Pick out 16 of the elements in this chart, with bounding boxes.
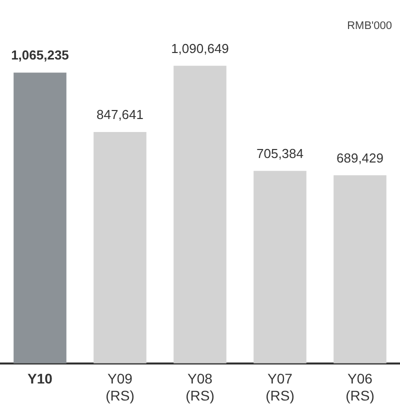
x-tick-label: Y07 (RS) [266,370,294,404]
bar [254,170,306,364]
text: RMB'000 [347,20,392,32]
data-label: 1,065,235 [11,48,69,63]
bar [14,72,66,364]
x-tick-label: Y10 [28,370,53,387]
data-label: 1,090,649 [171,40,229,56]
x-tick-label: Y08 (RS) [186,370,214,404]
bar [94,132,146,364]
x-tick-label: Y09 (RS) [106,370,134,404]
x-tick-label: Y06 (RS) [346,370,374,404]
data-label: 705,384 [256,146,304,161]
bar [334,175,386,364]
data-label: 689,429 [336,150,384,166]
bar [174,66,226,364]
data-label: 847,641 [96,107,144,122]
